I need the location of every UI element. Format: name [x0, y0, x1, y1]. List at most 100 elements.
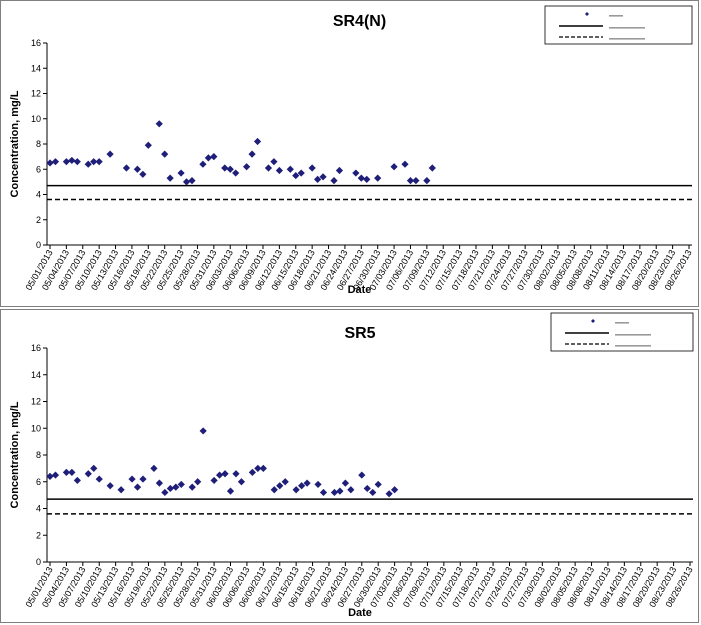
- data-point: [358, 471, 366, 479]
- y-tick-label: 6: [36, 164, 41, 174]
- data-point: [412, 177, 420, 185]
- data-point: [297, 169, 305, 177]
- data-point: [90, 158, 98, 166]
- data-point: [210, 476, 218, 485]
- data-point: [188, 177, 196, 185]
- data-point: [117, 486, 125, 494]
- data-point: [237, 478, 246, 486]
- data-point: [177, 480, 185, 489]
- data-point: [106, 482, 114, 490]
- data-point: [155, 479, 164, 487]
- data-point: [298, 482, 306, 490]
- data-point: [363, 484, 371, 493]
- data-point: [243, 163, 251, 171]
- legend-label-faint: [609, 27, 645, 29]
- data-point: [62, 158, 70, 166]
- data-point: [221, 470, 229, 478]
- data-point: [106, 150, 114, 158]
- data-point: [51, 158, 60, 166]
- data-point: [347, 486, 355, 494]
- data-point: [385, 490, 393, 498]
- data-point: [363, 175, 371, 183]
- data-point: [341, 479, 349, 487]
- data-point: [292, 486, 300, 494]
- data-point: [276, 482, 284, 490]
- data-point: [232, 470, 240, 478]
- data-point: [161, 488, 169, 497]
- data-point: [68, 468, 76, 476]
- data-point: [73, 158, 81, 166]
- data-point: [144, 141, 152, 149]
- data-point: [281, 478, 289, 486]
- data-point: [286, 165, 294, 173]
- data-point: [254, 464, 262, 472]
- data-point: [51, 471, 60, 479]
- legend-label-faint: [615, 322, 629, 324]
- chart-title: SR4(N): [333, 13, 386, 30]
- data-point: [248, 150, 256, 158]
- legend-box: [544, 5, 693, 45]
- chart-panel-sr4n: SR4(N) 0 2 4 6 8 10 12 14 16 Concentration, mg/L 05…: [0, 0, 699, 307]
- data-point: [319, 173, 327, 181]
- data-point: [319, 488, 328, 497]
- chart-panel-sr5: SR5 0 2 4 6 8 10 12 14 16 Concentration, mg/L 05/01…: [0, 309, 699, 623]
- data-point: [133, 483, 142, 491]
- legend-marker: [591, 319, 595, 323]
- data-point: [226, 165, 234, 173]
- data-point: [84, 470, 92, 478]
- y-tick-label: 10: [31, 423, 41, 433]
- y-tick-label: 14: [31, 63, 41, 73]
- data-point: [188, 483, 196, 491]
- legend-label-faint: [609, 15, 623, 17]
- y-tick-label: 12: [31, 397, 41, 407]
- data-point: [423, 177, 431, 185]
- y-tick-label: 0: [36, 240, 41, 250]
- data-point: [259, 464, 267, 472]
- legend-box: [550, 312, 694, 352]
- y-tick-label: 8: [36, 450, 41, 460]
- data-point: [336, 487, 344, 495]
- x-axis-label: Date: [348, 607, 372, 619]
- data-point: [264, 164, 273, 172]
- data-point: [226, 487, 235, 495]
- chart-title: SR5: [344, 325, 375, 342]
- data-point: [128, 475, 136, 483]
- y-tick-label: 6: [36, 477, 41, 487]
- data-point: [374, 480, 382, 489]
- data-point: [330, 177, 338, 185]
- y-tick-label: 10: [31, 114, 41, 124]
- data-point: [253, 137, 262, 146]
- data-point: [270, 486, 278, 494]
- data-point: [177, 169, 185, 177]
- y-tick-label: 4: [36, 190, 41, 200]
- data-point: [95, 475, 103, 483]
- y-tick-label: 12: [31, 89, 41, 99]
- legend-label-faint: [615, 345, 651, 347]
- data-point: [428, 164, 436, 172]
- legend-marker: [585, 12, 589, 16]
- data-point: [308, 164, 316, 172]
- data-point: [330, 488, 339, 497]
- data-point: [406, 177, 415, 185]
- data-point: [133, 165, 141, 173]
- data-point: [391, 486, 399, 494]
- data-point: [199, 160, 207, 168]
- y-tick-label: 8: [36, 139, 41, 149]
- data-point: [150, 464, 158, 472]
- data-point: [73, 476, 81, 485]
- legend-label-faint: [609, 38, 645, 40]
- y-tick-label: 14: [31, 370, 41, 380]
- data-point: [275, 166, 283, 175]
- data-point: [369, 488, 377, 497]
- data-point: [335, 166, 344, 175]
- data-point: [314, 480, 322, 489]
- data-point: [155, 120, 163, 128]
- y-tick-label: 2: [36, 530, 41, 540]
- legend-label-faint: [615, 334, 651, 336]
- data-point: [199, 427, 207, 435]
- data-point: [182, 178, 191, 186]
- data-point: [46, 159, 54, 167]
- data-point: [292, 171, 300, 180]
- data-point: [270, 158, 278, 166]
